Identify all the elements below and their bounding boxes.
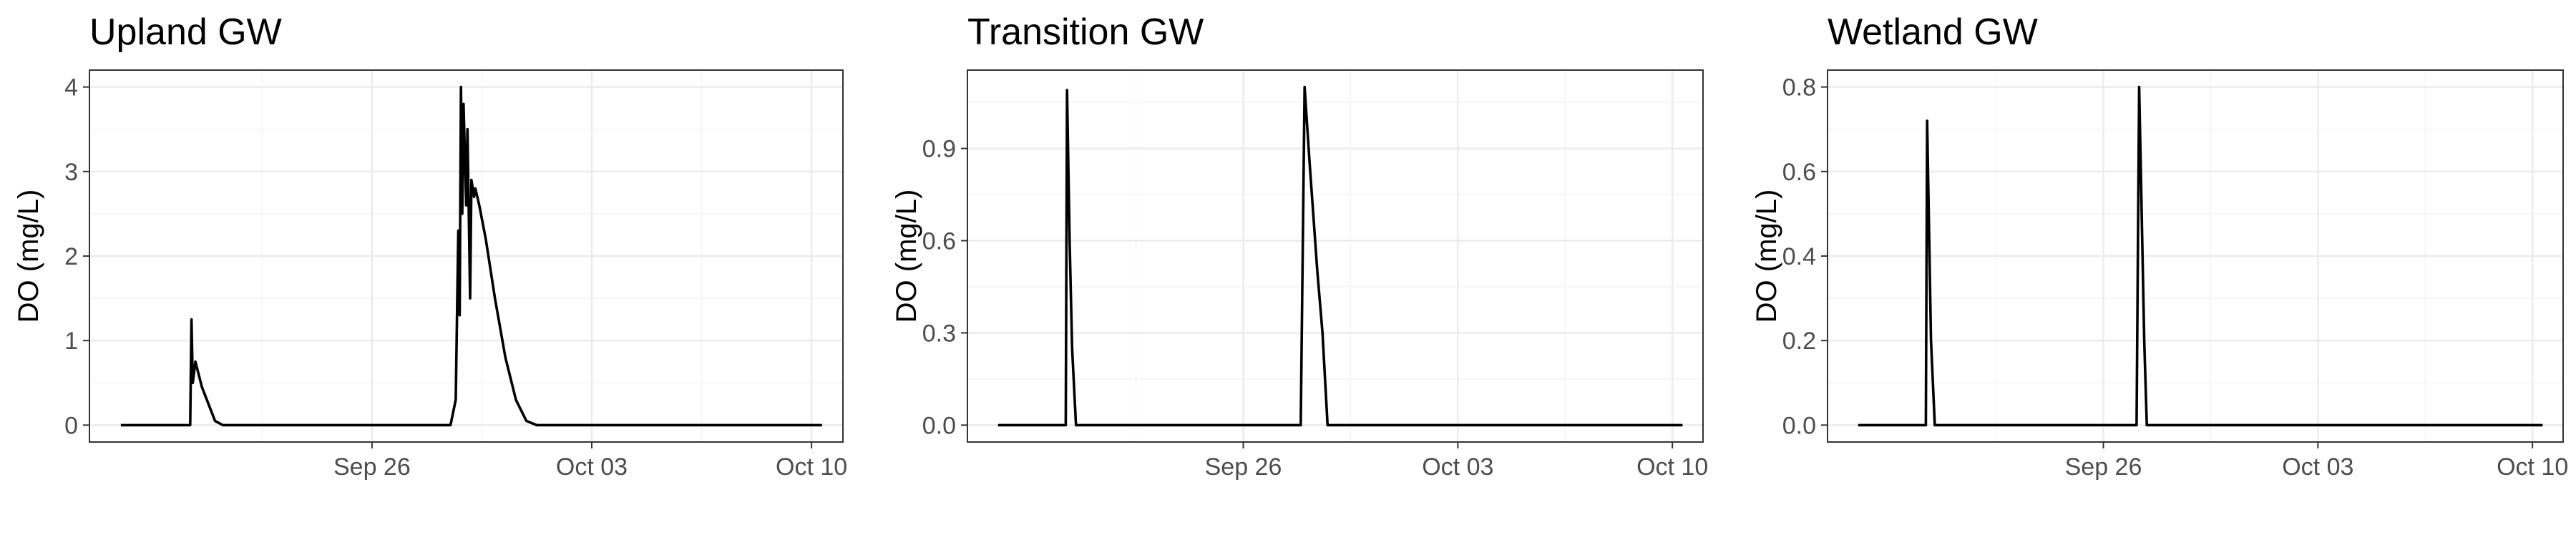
y-tick-label: 0.4 — [1782, 243, 1816, 270]
series-line-1 — [997, 85, 1683, 427]
x-tick-label: Oct 10 — [2497, 453, 2568, 481]
y-tick-label: 0.2 — [1782, 328, 1816, 355]
series-line-1 — [120, 85, 822, 427]
x-tick-label: Oct 03 — [2282, 453, 2353, 481]
y-tick-label: 0.6 — [922, 228, 956, 255]
panel-3: 0.0 0.2 0.4 0.6 0.8 Sep 26 Oct 03 Oct 10 Wetland… — [1751, 11, 2568, 481]
y-tick-label: 0.0 — [922, 412, 956, 439]
panel-border — [89, 69, 844, 443]
series-line-1 — [1858, 85, 2543, 427]
y-tick-label: 1 — [64, 328, 78, 355]
x-tick-label: Oct 03 — [1422, 453, 1493, 481]
panel-border — [1827, 69, 2564, 443]
y-tick-label: 0.8 — [1782, 74, 1816, 102]
y-tick-label: 0 — [64, 412, 78, 439]
panel-1: 0 1 2 3 4 Sep 26 Oct 03 Oct 10 Upland GW DO (mg/L… — [13, 11, 847, 481]
panel-border — [967, 69, 1704, 443]
x-tick-label: Oct 10 — [776, 453, 847, 481]
x-tick-label: Sep 26 — [1205, 453, 1282, 481]
panel-title: Upland GW — [89, 11, 282, 53]
x-tick-label: Sep 26 — [2065, 453, 2142, 481]
y-tick-label: 0.3 — [922, 320, 956, 347]
y-axis-label: DO (mg/L) — [13, 190, 44, 323]
x-tick-label: Sep 26 — [333, 453, 411, 481]
x-tick-label: Oct 03 — [556, 453, 628, 481]
panel-title: Wetland GW — [1828, 11, 2038, 53]
y-axis-label: DO (mg/L) — [891, 190, 922, 323]
y-tick-label: 4 — [64, 74, 78, 102]
y-tick-label: 2 — [64, 243, 78, 270]
y-tick-label: 0.6 — [1782, 159, 1816, 186]
panel-title: Transition GW — [967, 11, 1204, 53]
x-tick-label: Oct 10 — [1636, 453, 1708, 481]
y-tick-label: 0.0 — [1782, 412, 1816, 439]
y-tick-label: 3 — [64, 159, 78, 186]
y-tick-label: 0.9 — [922, 136, 956, 163]
panel-2: 0.0 0.3 0.6 0.9 Sep 26 Oct 03 Oct 10 Transition… — [891, 11, 1708, 481]
y-axis-label: DO (mg/L) — [1751, 190, 1782, 323]
